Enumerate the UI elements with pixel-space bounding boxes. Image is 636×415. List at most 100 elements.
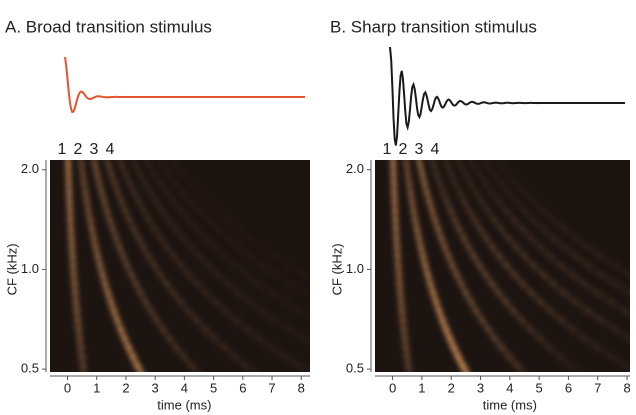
stripe-segment — [442, 160, 450, 168]
stripe-segment — [540, 226, 556, 241]
stripe-segment — [558, 263, 575, 278]
stripe-segment — [595, 344, 615, 360]
stripe-segment — [282, 354, 303, 369]
stripe-segment — [627, 272, 630, 278]
stimulus-waveform — [64, 56, 305, 114]
stripe-segment — [349, 338, 368, 347]
stripe-segment — [269, 344, 289, 360]
stripe-segment — [585, 308, 604, 323]
stripe-segment — [573, 299, 591, 314]
x-tick-label: 6 — [565, 380, 572, 395]
stripe-segment — [403, 160, 409, 168]
stripe-segment — [585, 244, 604, 259]
stripe-segment — [540, 208, 556, 223]
stripe-segment — [315, 320, 331, 329]
stripe-segment — [232, 263, 249, 278]
stripe-segment — [594, 290, 614, 305]
stripe-segment — [612, 263, 630, 278]
peak-label: 4 — [106, 141, 115, 158]
x-tick-label: 3 — [477, 380, 484, 395]
stripe-segment — [320, 302, 337, 311]
stripe-segment — [561, 244, 578, 259]
stripe-segment — [627, 290, 630, 296]
stripe-segment — [429, 160, 436, 168]
peak-label: 1 — [58, 141, 67, 158]
stripe-segment — [259, 308, 278, 323]
x-tick-label: 0 — [389, 380, 396, 395]
stimulus-waveform — [389, 46, 625, 146]
x-tick-label: 5 — [210, 380, 217, 395]
stripe-segment — [91, 160, 98, 168]
peak-label: 2 — [399, 141, 408, 158]
stripe-segment — [255, 281, 274, 296]
stripe-segment — [455, 160, 463, 168]
stripe-segment — [247, 299, 265, 314]
stripe-segment — [243, 272, 261, 287]
stripe-segment — [581, 281, 600, 296]
x-tick-label: 7 — [268, 380, 275, 395]
y-tick-label: 2.0 — [346, 161, 364, 176]
y-tick-label: 1.0 — [21, 261, 39, 276]
stripe-segment — [320, 348, 337, 357]
panel-title: A. Broad transition stimulus — [5, 17, 212, 36]
stripe-segment — [104, 160, 111, 168]
stripe-segment — [297, 363, 310, 372]
x-tick-label: 1 — [93, 380, 100, 395]
stripe-segment — [522, 190, 536, 204]
stripe-segment — [117, 160, 124, 168]
stripe-segment — [468, 160, 477, 168]
stripe-segment — [612, 326, 630, 342]
y-tick-label: 2.0 — [21, 161, 39, 176]
stripe-segment — [585, 263, 604, 278]
peak-label: 3 — [90, 141, 99, 158]
x-tick-label: 7 — [594, 380, 601, 395]
x-axis-label: time (ms) — [483, 397, 537, 412]
stripe-segment — [573, 235, 591, 250]
stripe-segment — [143, 160, 151, 168]
x-tick-label: 4 — [506, 380, 513, 395]
x-tick-label: 2 — [122, 380, 129, 395]
stripe-segment — [598, 253, 618, 268]
stripe-segment — [550, 235, 567, 250]
panel-title: B. Sharp transition stimulus — [330, 17, 537, 36]
x-tick-label: 4 — [181, 380, 188, 395]
stripe-segment — [156, 160, 165, 168]
stripe-segment — [272, 317, 292, 332]
stripe-segment — [531, 199, 546, 213]
stripe-segment — [551, 217, 567, 232]
stripe-segment — [622, 308, 630, 317]
stripe-segment — [130, 160, 138, 168]
stripe-segment — [598, 317, 618, 332]
stripe-segment — [612, 281, 630, 296]
stripe-segment — [582, 335, 601, 351]
stripe-segment — [627, 335, 630, 342]
y-tick-label: 1.0 — [346, 261, 364, 276]
peak-label: 3 — [415, 141, 424, 158]
heatmap-stripes — [390, 160, 630, 372]
stripe-segment — [569, 272, 587, 287]
x-tick-label: 1 — [418, 380, 425, 395]
stripe-segment — [286, 326, 307, 342]
stripe-segment — [561, 226, 578, 241]
stripe-segment — [481, 160, 490, 168]
stripe-segment — [573, 253, 591, 268]
stripe-segment — [608, 354, 629, 369]
stripe-segment — [608, 299, 628, 314]
x-tick-label: 3 — [152, 380, 159, 395]
stripe-segment — [301, 335, 310, 346]
y-axis-label: CF (kHz) — [329, 243, 344, 295]
heatmap-stripes — [65, 160, 368, 372]
y-axis-label: CF (kHz) — [4, 243, 19, 295]
stripe-segment — [494, 160, 504, 168]
stripe-segment — [336, 311, 354, 320]
x-tick-label: 2 — [448, 380, 455, 395]
x-axis-label: time (ms) — [157, 397, 211, 412]
y-tick-label: 0.5 — [21, 361, 39, 376]
x-tick-label: 8 — [298, 380, 305, 395]
x-tick-label: 0 — [64, 380, 71, 395]
stripe-segment — [598, 272, 618, 287]
x-tick-label: 5 — [536, 380, 543, 395]
stripe-segment — [416, 160, 423, 168]
x-tick-label: 8 — [623, 380, 630, 395]
